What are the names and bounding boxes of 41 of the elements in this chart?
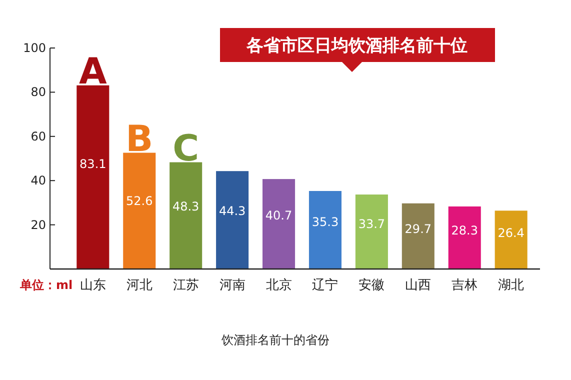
bar <box>448 206 481 269</box>
data-label: 29.7 <box>404 222 432 236</box>
data-label: 44.3 <box>218 204 246 218</box>
x-tick-label: 北京 <box>266 278 292 293</box>
chart-title: 各省市区日均饮酒排名前十位 <box>246 36 468 56</box>
data-label: 28.3 <box>451 224 478 238</box>
data-label: 83.1 <box>80 156 106 171</box>
y-axis-title: 单位：ml <box>19 278 73 292</box>
annotation: A <box>78 51 107 92</box>
x-tick-label: 河北 <box>126 278 152 293</box>
bar <box>216 171 249 269</box>
annotation: B <box>126 118 154 160</box>
x-tick-label: 山西 <box>405 278 432 293</box>
bar <box>402 203 434 269</box>
data-label: 40.7 <box>265 208 292 223</box>
x-tick-label: 吉林 <box>452 278 478 293</box>
data-label: 33.7 <box>358 217 386 232</box>
x-tick-label: 河南 <box>219 278 246 293</box>
y-tick-label: 100 <box>23 41 46 55</box>
y-tick-label: 40 <box>30 174 46 188</box>
bar <box>76 85 110 269</box>
annotation: C <box>172 128 200 170</box>
bar <box>170 162 202 269</box>
bar <box>355 194 388 269</box>
y-tick-label: 20 <box>30 218 46 232</box>
x-tick-label: 安徽 <box>358 277 385 293</box>
bar <box>308 190 342 269</box>
data-label: 26.4 <box>498 226 524 240</box>
data-label: 35.3 <box>312 215 339 230</box>
bar <box>494 210 528 269</box>
x-tick-label: 湖北 <box>498 278 524 293</box>
data-label: 52.6 <box>126 194 153 208</box>
y-tick-label: 60 <box>30 129 46 144</box>
data-label: 48.3 <box>172 199 200 214</box>
bar <box>262 179 296 269</box>
x-tick-label: 辽宁 <box>312 277 338 293</box>
bar <box>123 152 156 269</box>
text: 饮酒排名前十的省份 <box>220 333 330 347</box>
x-tick-label: 江苏 <box>172 278 199 293</box>
x-tick-label: 山东 <box>80 278 106 293</box>
y-tick-label: 80 <box>30 85 46 100</box>
